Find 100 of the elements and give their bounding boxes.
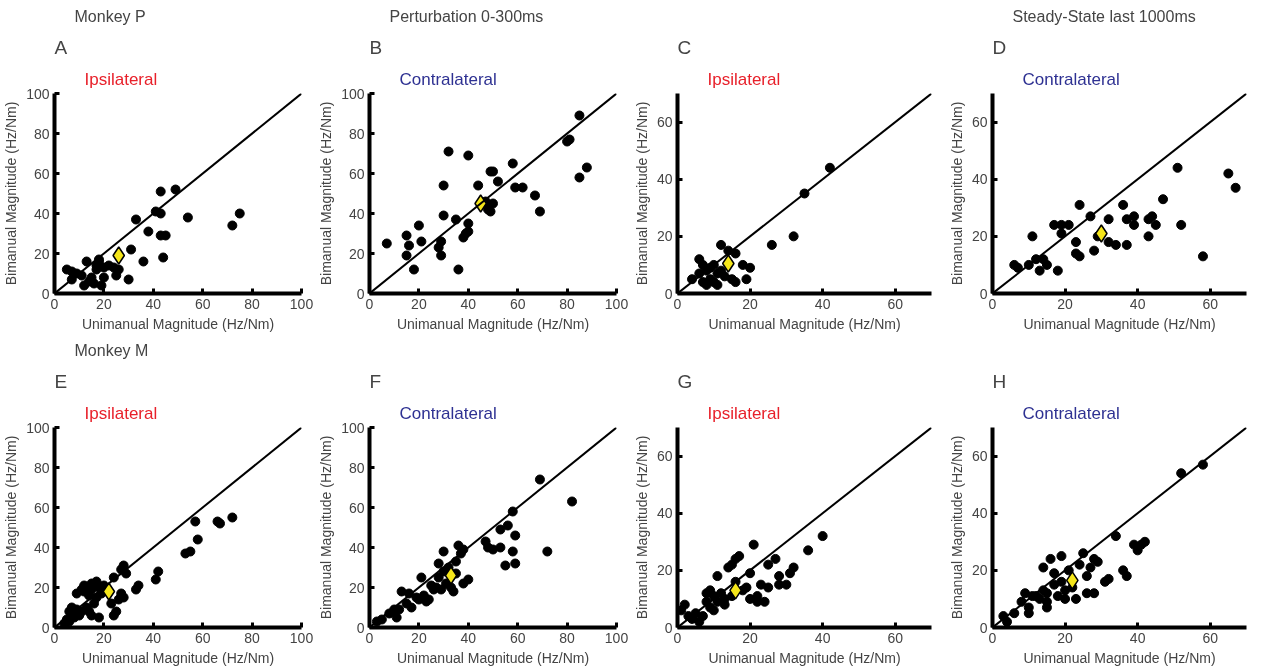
x-tick-label: 100 [604,629,629,646]
y-tick-label: 60 [971,448,988,465]
x-tick-label: 20 [742,295,759,312]
chart-title: Contralateral [399,69,497,89]
text: A [54,36,68,58]
y-tick-label: 60 [971,114,988,131]
text: H [992,370,1007,392]
x-tick-label: 20 [411,629,427,646]
text: F [369,370,382,392]
y-tick-label: 20 [33,579,50,596]
x-tick-label: 40 [145,295,162,312]
text: G [677,370,693,392]
y-tick-label: 60 [348,499,365,516]
chart-title: Ipsilateral [707,403,781,423]
chart-title: Ipsilateral [84,403,158,423]
x-tick-label: 80 [559,295,576,312]
y-tick-label: 100 [26,419,50,436]
x-axis-title: Unimanual Magnitude (Hz/Nm) [708,649,901,666]
x-tick-label: 20 [96,295,112,312]
x-tick-label: 40 [460,295,477,312]
x-axis-title: Unimanual Magnitude (Hz/Nm) [81,315,275,332]
x-tick-label: 100 [289,629,314,646]
y-axis-title: Bimanual Magnitude (Hz/Nm) [318,435,335,620]
y-tick-label: 60 [33,499,50,516]
x-tick-label: 60 [194,295,211,312]
y-tick-label: 80 [348,459,365,476]
y-tick-label: 100 [26,85,50,102]
x-tick-label: 100 [604,295,629,312]
y-tick-label: 100 [341,85,365,102]
y-axis-title: Bimanual Magnitude (Hz/Nm) [3,435,20,620]
y-tick-label: 40 [656,171,673,188]
text: Perturbation 0-300ms [389,7,544,25]
y-tick-label: 40 [971,171,988,188]
y-tick-label: 80 [33,459,50,476]
x-axis-title: Unimanual Magnitude (Hz/Nm) [396,649,590,666]
x-axis-title: Unimanual Magnitude (Hz/Nm) [81,649,275,666]
x-tick-label: 40 [1129,629,1146,646]
text: D [992,36,1007,58]
y-axis-title: Bimanual Magnitude (Hz/Nm) [948,101,965,286]
chart-title: Ipsilateral [84,69,158,89]
x-tick-label: 20 [96,629,112,646]
x-tick-label: 60 [509,629,526,646]
y-tick-label: 80 [348,125,365,142]
y-tick-label: 20 [971,228,988,245]
x-tick-label: 20 [742,629,759,646]
y-tick-label: 20 [971,562,988,579]
text: Monkey P [74,7,146,25]
y-tick-label: 60 [656,114,673,131]
y-tick-label: 20 [656,562,673,579]
y-tick-label: 20 [348,245,365,262]
y-tick-label: 60 [656,448,673,465]
y-tick-label: 20 [33,245,50,262]
text: B [369,36,383,58]
y-axis-title: Bimanual Magnitude (Hz/Nm) [3,101,20,286]
x-tick-label: 40 [145,629,162,646]
y-tick-label: 40 [348,205,365,222]
x-tick-label: 60 [1202,629,1219,646]
x-tick-label: 60 [887,295,904,312]
x-tick-label: 40 [460,629,477,646]
x-tick-label: 40 [1129,295,1146,312]
x-tick-label: 80 [559,629,576,646]
y-tick-label: 100 [341,419,365,436]
text: E [54,370,68,392]
x-axis-title: Unimanual Magnitude (Hz/Nm) [1023,649,1216,666]
chart-title: Contralateral [1022,403,1120,423]
y-axis-title: Bimanual Magnitude (Hz/Nm) [318,101,335,286]
y-tick-label: 20 [348,579,365,596]
y-tick-label: 40 [348,539,365,556]
y-tick-label: 60 [33,165,50,182]
x-tick-label: 40 [814,629,831,646]
chart-title: Contralateral [399,403,497,423]
x-tick-label: 40 [814,295,831,312]
y-tick-label: 20 [656,228,673,245]
x-tick-label: 60 [194,629,211,646]
text: Monkey M [74,341,149,359]
x-tick-label: 100 [289,295,314,312]
text: Steady-State last 1000ms [1012,7,1196,25]
x-axis-title: Unimanual Magnitude (Hz/Nm) [396,315,590,332]
text: C [677,36,692,58]
x-tick-label: 60 [887,629,904,646]
x-tick-label: 20 [411,295,427,312]
chart-title: Ipsilateral [707,69,781,89]
y-tick-label: 40 [971,505,988,522]
x-tick-label: 60 [1202,295,1219,312]
x-tick-label: 80 [244,629,261,646]
y-tick-label: 60 [348,165,365,182]
x-axis-title: Unimanual Magnitude (Hz/Nm) [1023,315,1216,332]
chart-title: Contralateral [1022,69,1120,89]
y-tick-label: 40 [656,505,673,522]
y-tick-label: 40 [33,205,50,222]
x-tick-label: 20 [1057,295,1074,312]
y-axis-title: Bimanual Magnitude (Hz/Nm) [948,435,965,620]
y-tick-label: 80 [33,125,50,142]
x-tick-label: 60 [509,295,526,312]
y-axis-title: Bimanual Magnitude (Hz/Nm) [633,435,650,620]
x-tick-label: 80 [244,295,261,312]
x-tick-label: 20 [1057,629,1074,646]
x-axis-title: Unimanual Magnitude (Hz/Nm) [708,315,901,332]
y-tick-label: 40 [33,539,50,556]
y-axis-title: Bimanual Magnitude (Hz/Nm) [633,101,650,286]
